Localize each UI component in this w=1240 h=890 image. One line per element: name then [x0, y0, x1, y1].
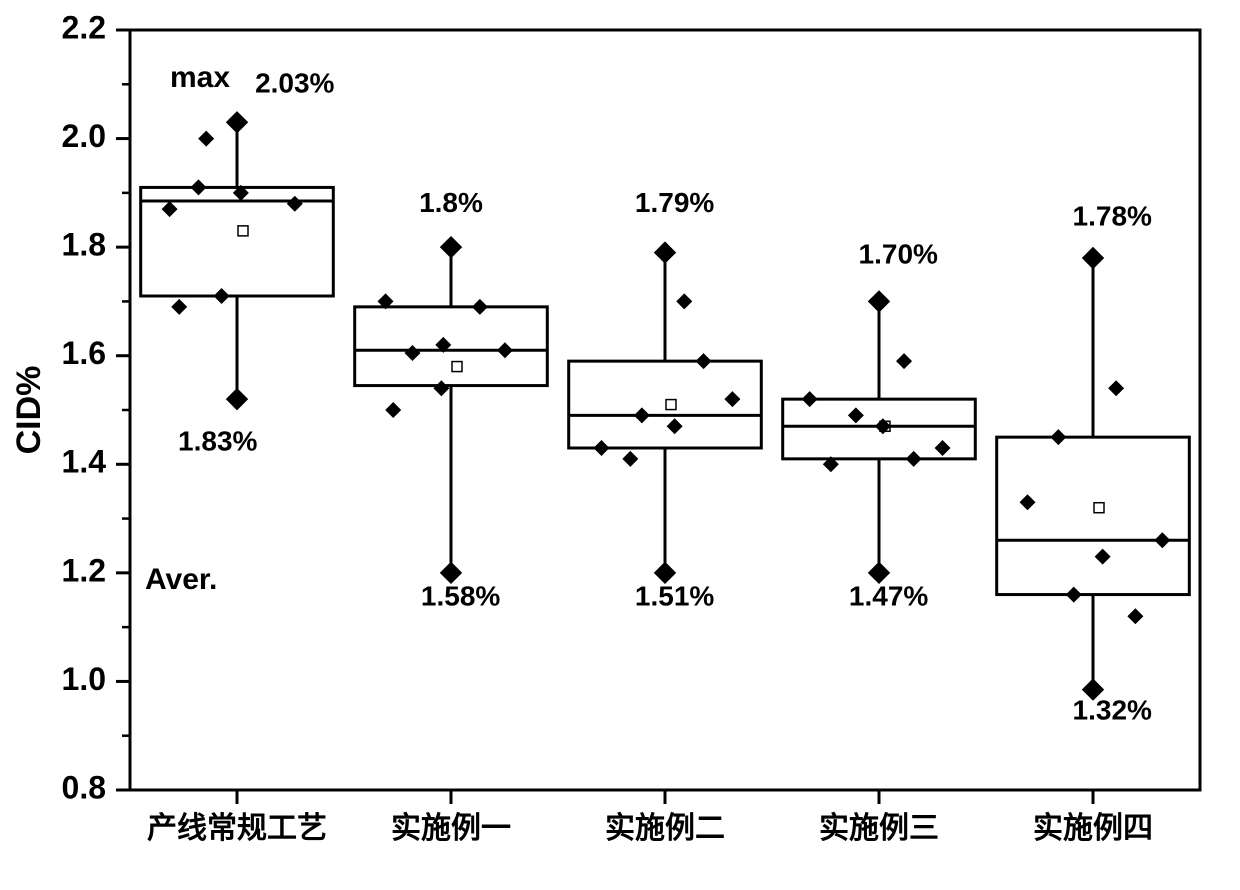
y-tick-label: 1.8	[62, 227, 106, 263]
x-category-label: 实施例一	[391, 811, 511, 845]
max-value-label: 1.8%	[419, 187, 483, 218]
data-point	[287, 196, 303, 212]
annotation-label: max	[170, 61, 230, 94]
data-point	[906, 451, 922, 467]
y-tick-label: 0.8	[62, 769, 106, 805]
data-point	[724, 391, 740, 407]
data-point	[676, 293, 692, 309]
data-point	[1066, 587, 1082, 603]
avg-value-label: 1.58%	[421, 580, 500, 611]
y-tick-label: 1.0	[62, 661, 106, 697]
box-group: 1.78% 1.32%	[997, 200, 1190, 725]
x-category-label: 实施例二	[605, 811, 725, 845]
box	[997, 437, 1190, 594]
data-point	[848, 407, 864, 423]
mean-marker	[238, 226, 248, 236]
y-tick-label: 1.6	[62, 335, 106, 371]
y-tick-label: 2.2	[62, 9, 106, 45]
avg-value-label: 1.47%	[849, 580, 928, 611]
x-category-label: 实施例三	[819, 811, 939, 845]
data-point	[190, 179, 206, 195]
box-group: 1.8% 1.58%	[355, 187, 548, 612]
data-point	[1050, 429, 1066, 445]
avg-value-label: 1.51%	[635, 580, 714, 611]
data-point	[593, 440, 609, 456]
max-value-label: 1.78%	[1073, 200, 1152, 231]
y-axis-label: CID%	[10, 366, 48, 455]
data-point	[1095, 549, 1111, 565]
max-value-label: 1.79%	[635, 187, 714, 218]
data-point	[1108, 380, 1124, 396]
data-point	[229, 114, 245, 130]
data-point	[696, 353, 712, 369]
data-point	[634, 407, 650, 423]
plot-frame	[130, 30, 1200, 790]
data-point	[229, 391, 245, 407]
data-point	[214, 288, 230, 304]
avg-value-label: 1.32%	[1073, 694, 1152, 725]
box-group: 1.79% 1.51%	[569, 187, 762, 612]
annotation-label: Aver.	[145, 563, 217, 596]
box-group: 2.03% 1.83%	[141, 67, 335, 456]
data-point	[385, 402, 401, 418]
data-point	[162, 201, 178, 217]
boxplot-chart: 0.8 1.0 1.2 1.4 1.6 1.8 2.0 2.2 CID% 产线常规工艺 实施例一 实施…	[0, 0, 1240, 890]
data-point	[1154, 532, 1170, 548]
y-tick-label: 1.2	[62, 552, 106, 588]
data-point	[802, 391, 818, 407]
data-point	[497, 342, 513, 358]
x-category-label: 实施例四	[1033, 811, 1153, 845]
data-point	[1127, 608, 1143, 624]
mean-marker	[1094, 503, 1104, 513]
data-point	[935, 440, 951, 456]
max-value-label: 2.03%	[255, 67, 334, 98]
data-point	[896, 353, 912, 369]
box-group: 1.70% 1.47%	[783, 238, 976, 611]
data-point	[171, 299, 187, 315]
mean-marker	[666, 400, 676, 410]
data-point	[433, 380, 449, 396]
data-point	[622, 451, 638, 467]
data-point	[198, 131, 214, 147]
data-point	[404, 345, 420, 361]
data-point	[472, 299, 488, 315]
data-point	[667, 418, 683, 434]
x-category-label: 产线常规工艺	[147, 812, 327, 845]
mean-marker	[452, 362, 462, 372]
box	[355, 307, 548, 386]
max-value-label: 1.70%	[859, 238, 938, 269]
y-tick-label: 2.0	[62, 118, 106, 154]
avg-value-label: 1.83%	[178, 426, 257, 457]
y-tick-label: 1.4	[62, 444, 107, 480]
data-point	[1020, 494, 1036, 510]
